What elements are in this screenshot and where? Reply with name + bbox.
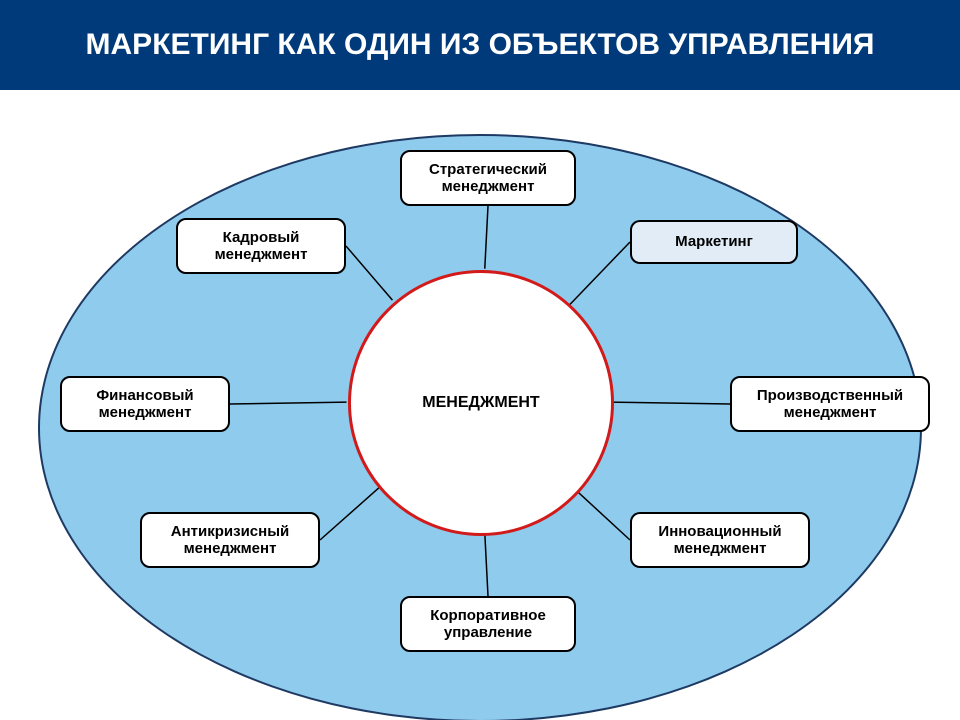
node-label: Инновационный менеджмент: [642, 523, 798, 558]
center-label: МЕНЕДЖМЕНТ: [422, 394, 539, 412]
node-marketing: Маркетинг: [630, 220, 798, 264]
diagram-canvas: МЕНЕДЖМЕНТ Стратегический менеджмент Мар…: [0, 0, 960, 720]
node-innovation: Инновационный менеджмент: [630, 512, 810, 568]
page-title: МАРКЕТИНГ КАК ОДИН ИЗ ОБЪЕКТОВ УПРАВЛЕНИ…: [86, 27, 875, 63]
node-corporate: Корпоративное управление: [400, 596, 576, 652]
node-label: Кадровый менеджмент: [188, 229, 334, 264]
center-node: МЕНЕДЖМЕНТ: [348, 270, 614, 536]
node-label: Производственный менеджмент: [742, 387, 918, 422]
node-label: Маркетинг: [675, 233, 753, 250]
node-label: Стратегический менеджмент: [412, 161, 564, 196]
node-hr: Кадровый менеджмент: [176, 218, 346, 274]
node-strategic: Стратегический менеджмент: [400, 150, 576, 206]
node-financial: Финансовый менеджмент: [60, 376, 230, 432]
node-label: Антикризисный менеджмент: [152, 523, 308, 558]
node-production: Производственный менеджмент: [730, 376, 930, 432]
node-crisis: Антикризисный менеджмент: [140, 512, 320, 568]
node-label: Корпоративное управление: [412, 607, 564, 642]
node-label: Финансовый менеджмент: [72, 387, 218, 422]
title-bar: МАРКЕТИНГ КАК ОДИН ИЗ ОБЪЕКТОВ УПРАВЛЕНИ…: [0, 0, 960, 90]
